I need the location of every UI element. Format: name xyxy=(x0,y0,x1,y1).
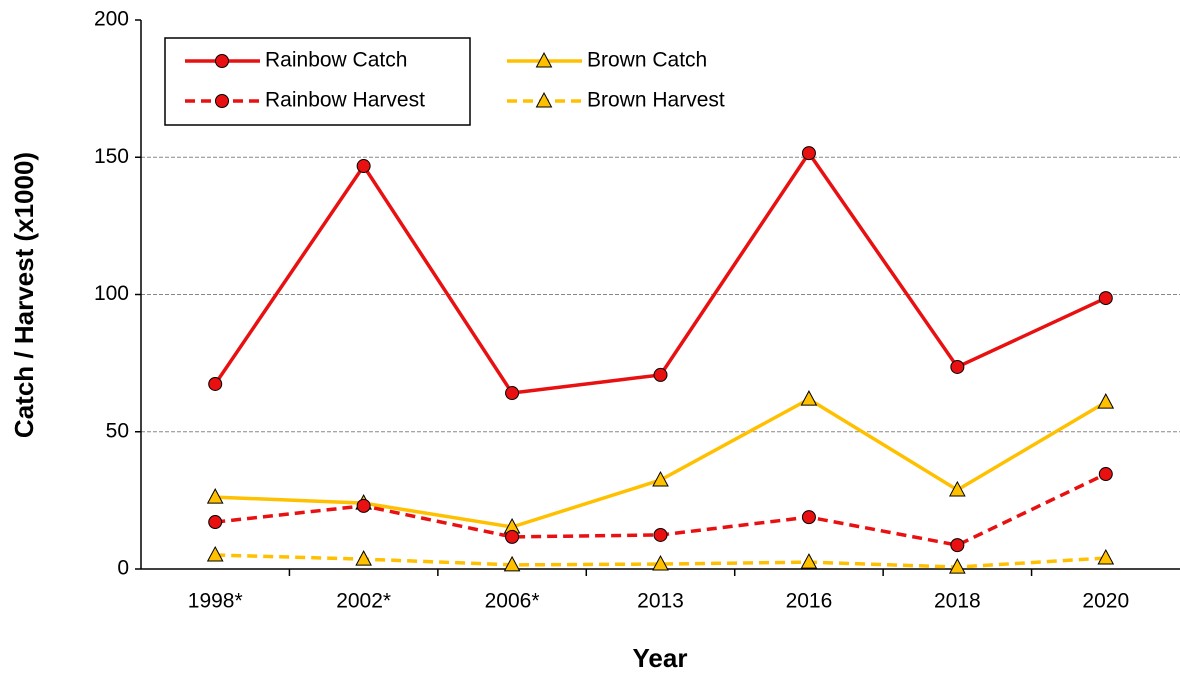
legend-marker xyxy=(215,54,229,68)
y-axis-title: Catch / Harvest (x1000) xyxy=(9,152,39,438)
x-tick-label: 1998* xyxy=(188,590,243,613)
y-tick-label: 50 xyxy=(106,419,129,442)
x-axis-title: Year xyxy=(633,643,688,673)
legend-marker xyxy=(215,94,229,108)
legend-marker xyxy=(535,91,553,108)
legend-label: Rainbow Catch xyxy=(265,49,407,72)
y-tick-label: 200 xyxy=(94,8,129,31)
point xyxy=(206,545,224,562)
point xyxy=(505,529,520,544)
point xyxy=(1097,548,1115,565)
y-tick-label: 0 xyxy=(117,557,129,580)
legend-label: Rainbow Harvest xyxy=(265,89,425,112)
point xyxy=(950,359,965,374)
point xyxy=(800,553,818,569)
point xyxy=(950,538,965,553)
legend-label: Brown Harvest xyxy=(587,89,725,112)
point xyxy=(356,498,371,513)
point xyxy=(208,376,223,391)
y-tick-label: 150 xyxy=(94,145,129,168)
point xyxy=(208,515,223,530)
legend-label: Brown Catch xyxy=(587,49,707,72)
point xyxy=(1097,393,1115,409)
x-tick-label: 2020 xyxy=(1082,590,1129,613)
legend-marker xyxy=(535,51,553,68)
point xyxy=(801,146,816,161)
point xyxy=(801,510,816,525)
point xyxy=(949,558,966,574)
point xyxy=(652,471,669,487)
point xyxy=(206,488,224,504)
point xyxy=(505,386,520,401)
point xyxy=(653,367,668,382)
series-line xyxy=(213,150,1107,395)
point xyxy=(949,480,966,497)
point xyxy=(503,555,521,572)
y-tick-label: 100 xyxy=(94,282,129,305)
x-tick-label: 2018 xyxy=(934,590,981,613)
point xyxy=(355,550,372,566)
point xyxy=(1098,467,1113,482)
point xyxy=(653,527,668,542)
point xyxy=(652,555,669,571)
x-tick-label: 2002* xyxy=(336,590,391,613)
point xyxy=(1098,291,1113,306)
x-tick-label: 2006* xyxy=(485,590,540,613)
point xyxy=(800,390,818,406)
x-tick-label: 2016 xyxy=(786,590,833,613)
x-tick-label: 2013 xyxy=(637,590,684,613)
legend-box xyxy=(164,37,471,126)
point xyxy=(356,159,371,174)
